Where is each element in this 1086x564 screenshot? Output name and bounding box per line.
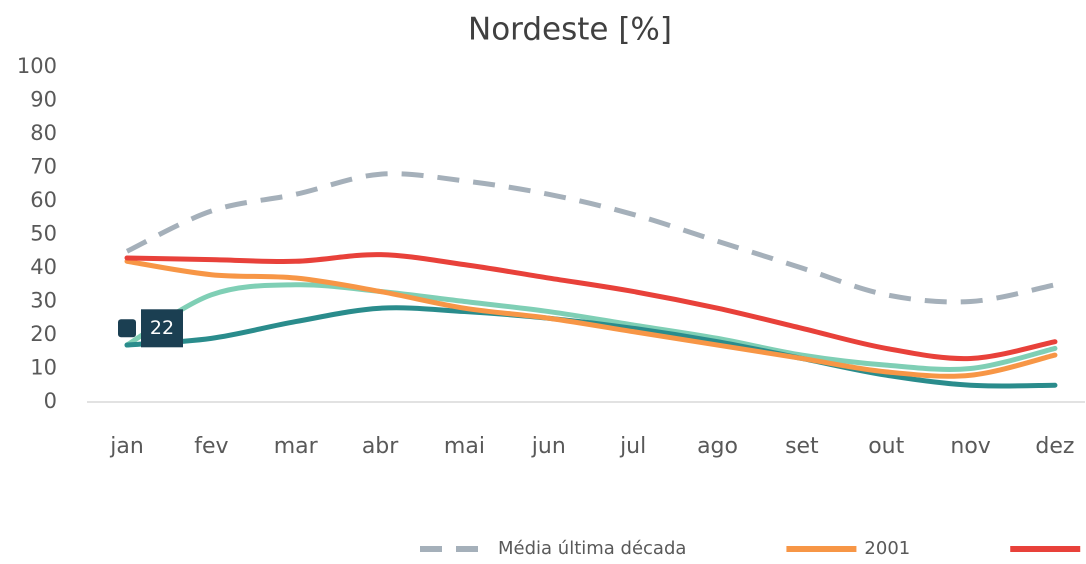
y-tick-label: 20 bbox=[30, 322, 57, 346]
x-tick-label: out bbox=[868, 434, 904, 459]
y-tick-label: 50 bbox=[30, 222, 57, 246]
y-tick-label: 10 bbox=[30, 356, 57, 380]
chart-title: Nordeste [%] bbox=[468, 12, 672, 48]
series-line bbox=[125, 171, 1056, 305]
x-tick-label: jun bbox=[531, 434, 566, 459]
x-tick-label: jul bbox=[619, 434, 646, 459]
x-tick-label: ago bbox=[697, 434, 738, 459]
legend-label: 2001 bbox=[864, 538, 910, 559]
series-line bbox=[124, 282, 1058, 372]
y-tick-label: 30 bbox=[30, 289, 57, 313]
annotation-label: 22 bbox=[150, 317, 174, 339]
x-tick-label: abr bbox=[362, 434, 399, 459]
series-line bbox=[124, 258, 1058, 379]
annotation-marker bbox=[118, 319, 136, 338]
y-tick-label: 70 bbox=[30, 155, 57, 179]
y-tick-label: 90 bbox=[30, 88, 57, 112]
series-line bbox=[124, 252, 1058, 362]
y-tick-label: 80 bbox=[30, 121, 57, 145]
y-tick-label: 40 bbox=[30, 255, 57, 279]
x-tick-label: set bbox=[785, 434, 819, 459]
x-tick-label: mar bbox=[274, 434, 319, 459]
y-tick-label: 60 bbox=[30, 188, 57, 212]
y-tick-label: 0 bbox=[44, 389, 57, 413]
annotation-box bbox=[141, 309, 183, 348]
y-tick-label: 100 bbox=[17, 54, 57, 78]
x-tick-label: fev bbox=[194, 434, 228, 459]
x-tick-label: jan bbox=[109, 434, 144, 459]
x-tick-label: dez bbox=[1035, 434, 1074, 459]
x-tick-label: mai bbox=[444, 434, 485, 459]
x-tick-label: nov bbox=[950, 434, 990, 459]
legend-label: Média última década bbox=[498, 538, 686, 559]
